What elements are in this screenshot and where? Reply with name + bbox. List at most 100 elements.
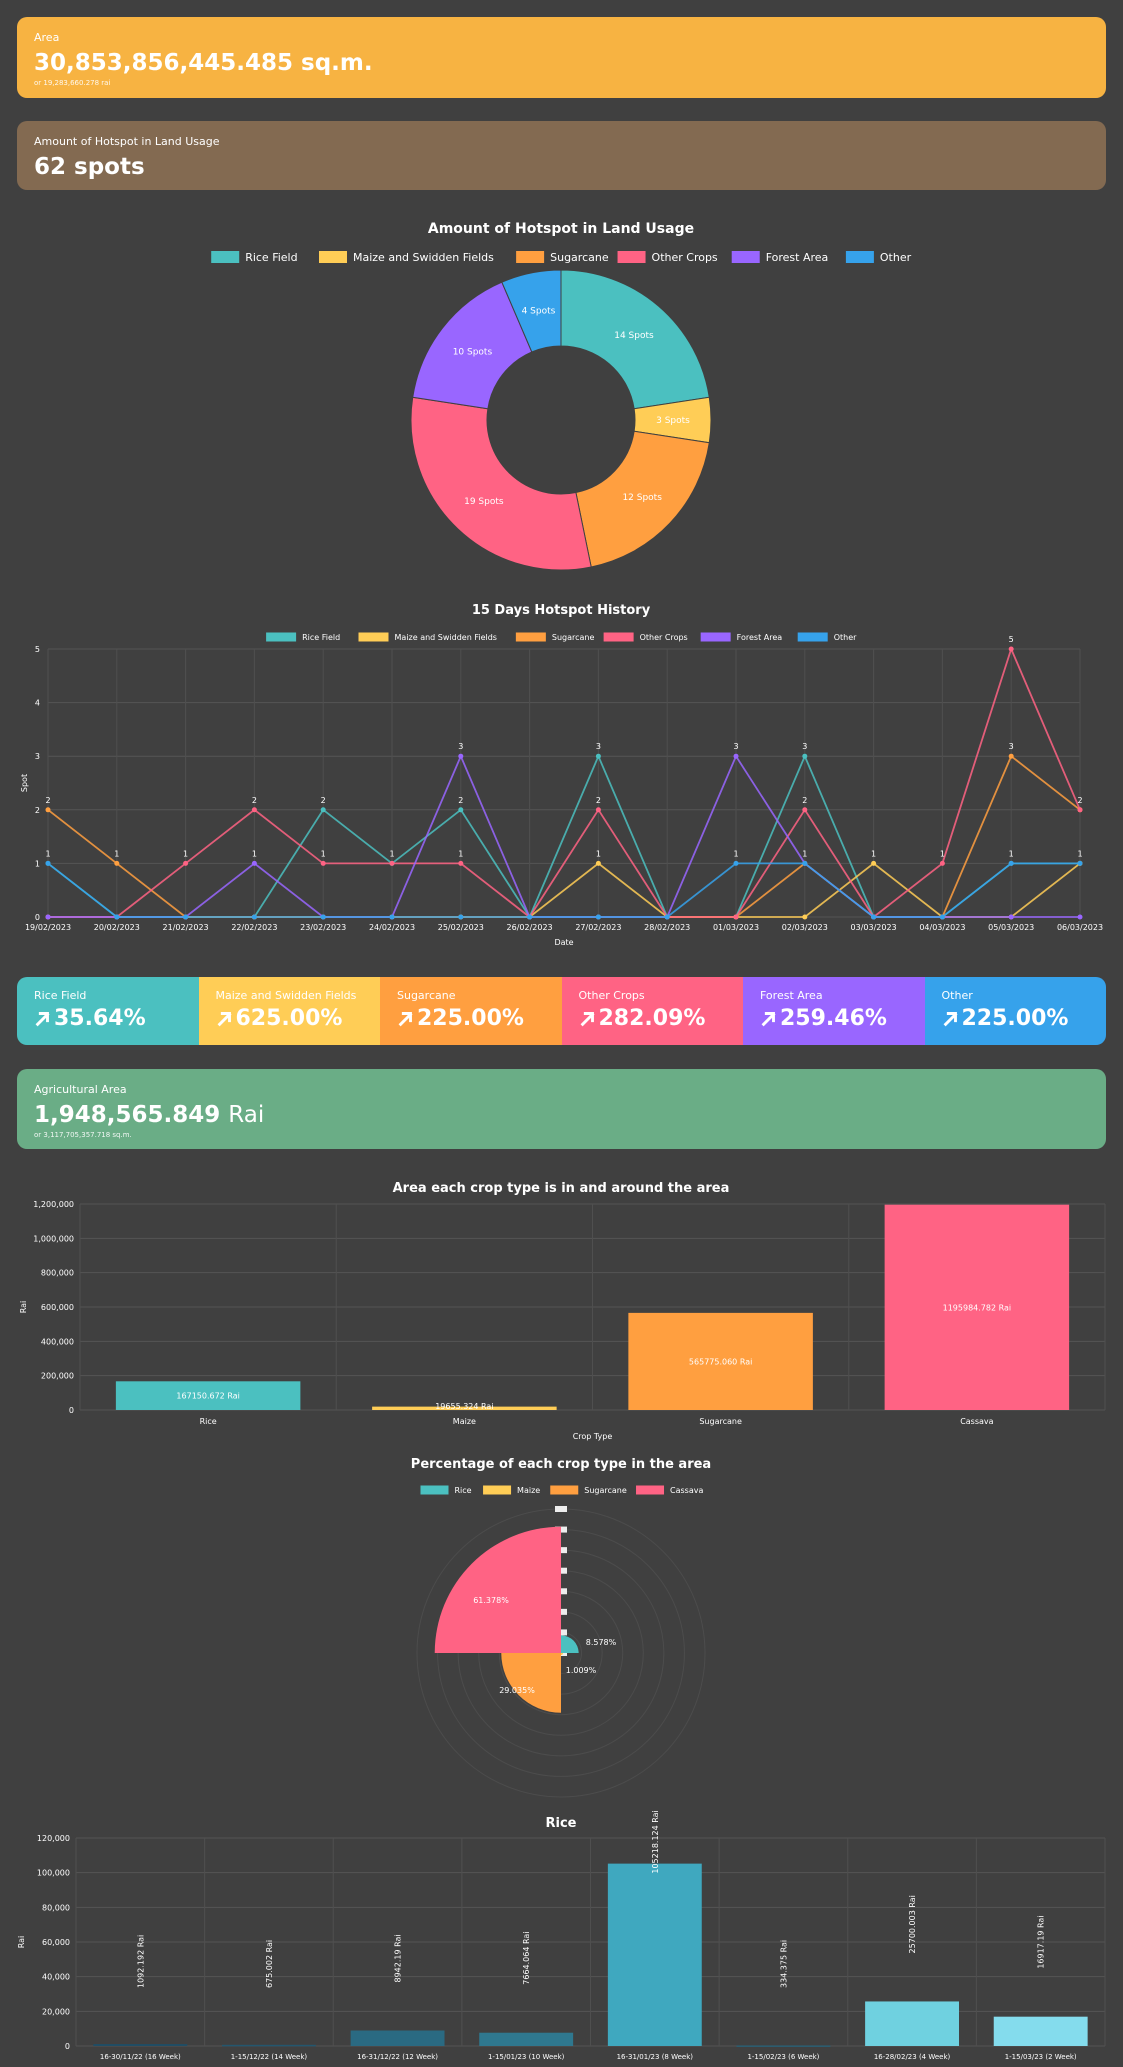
bar-value-label: 1092.192 Rai [136,1935,145,1988]
pct-value-text: 225.00% [961,1006,1069,1031]
pct-cell: Rice Field 35.64% [17,977,199,1045]
data-point [1008,860,1014,866]
series-line [47,862,1080,918]
legend-label: Other [880,251,912,264]
x-tick-label: 16-31/12/22 (12 Week) [357,2053,438,2061]
legend-label: Maize [517,1486,540,1495]
legend-swatch [420,1485,449,1495]
data-point [458,860,464,866]
area-card: Area 30,853,856,445.485 sq.m. or 19,283,… [17,17,1106,98]
slice-label: 10 Spots [453,347,493,357]
x-tick-label: 19/02/2023 [25,923,71,932]
slice-label: 14 Spots [614,331,654,341]
bar [993,2016,1088,2046]
crop-area-bar-chart: Area each crop type is in and around the… [19,1181,1106,1441]
data-point [1077,914,1083,920]
agri-value-line: 1,948,565.849 Rai [34,1102,1089,1128]
agri-sub: or 3,117,705,357.718 sq.m. [34,1131,132,1140]
data-point [458,753,464,759]
pct-value-text: 259.46% [780,1006,887,1031]
polar-slice-label: 8.578% [586,1638,617,1647]
data-point [939,860,945,866]
x-tick-label: 24/02/2023 [369,923,415,932]
point-value-label: 1 [114,849,119,858]
point-value-label: 1 [596,849,601,858]
y-tick-label: 40,000 [42,1973,70,1982]
legend-label: Other Crops [652,251,718,264]
bar-value-label: 7664.064 Rai [522,1931,531,1984]
bar-value-label: 19655.324 Rai [435,1402,493,1411]
point-value-label: 1 [389,849,394,858]
bar [93,2044,188,2046]
agri-label: Agricultural Area [34,1083,127,1096]
legend-label: Forest Area [737,633,783,642]
data-point [664,914,670,920]
x-tick-label: 06/03/2023 [1057,923,1103,932]
bar [865,2001,960,2046]
data-point [802,753,808,759]
pct-cell-value: 225.00% [942,1006,1090,1031]
chart-title: Rice [546,1816,577,1831]
legend-label: Other [834,633,857,642]
data-point [1008,753,1014,759]
x-tick-label: Sugarcane [699,1417,742,1426]
point-value-label: 1 [458,849,463,858]
legend-swatch [617,251,646,263]
data-point [1008,914,1014,920]
hotspot-card: Amount of Hotspot in Land Usage 62 spots [17,121,1106,190]
doughnut-slice [501,269,562,353]
polar-slice [434,1526,561,1653]
x-tick-label: 03/03/2023 [851,923,897,932]
x-tick-label: 28/02/2023 [644,923,690,932]
data-point [595,753,601,759]
series-line [48,646,1081,919]
point-value-label: 2 [1077,796,1082,805]
y-tick-label: 5 [35,645,40,654]
x-tick-label: 22/02/2023 [231,923,277,932]
pct-value-text: 225.00% [417,1006,524,1031]
legend-swatch [483,1485,512,1495]
data-point [458,914,464,920]
data-point [595,807,601,813]
y-axis-label: Rai [17,1936,26,1949]
agri-unit: Rai [228,1102,265,1128]
y-tick-label: 200,000 [41,1372,74,1381]
data-point [45,860,51,866]
x-tick-label: 01/03/2023 [713,923,759,932]
data-point [458,807,464,813]
pct-value-text: 35.64% [54,1006,146,1031]
data-point [389,860,395,866]
slice-label: 19 Spots [464,497,504,507]
point-value-label: 1 [183,849,188,858]
point-value-label: 3 [596,742,601,751]
agricultural-area-card: Agricultural Area 1,948,565.849 Rai or 3… [17,1069,1106,1149]
slice-label: 4 Spots [522,306,556,316]
bar [607,1863,702,2046]
data-point [114,860,120,866]
point-value-label: 3 [458,742,463,751]
point-value-label: 1 [1077,849,1082,858]
bar-value-label: 167150.672 Rai [176,1392,239,1401]
bar [628,1312,813,1410]
legend-label: Rice [455,1486,472,1495]
pct-cell-value: 35.64% [34,1006,182,1031]
polar-tick-marker [555,1506,567,1512]
data-point [183,860,189,866]
data-point [320,860,326,866]
y-tick-label: 2 [35,806,40,815]
point-value-label: 2 [252,796,257,805]
legend-label: Forest Area [766,251,829,264]
point-value-label: 2 [45,796,50,805]
y-axis-label: Rai [19,1301,28,1314]
x-tick-label: 04/03/2023 [919,923,965,932]
legend-label: Maize and Swidden Fields [353,251,494,264]
pct-cell-value: 225.00% [397,1006,545,1031]
pct-cell-value: 282.09% [579,1006,727,1031]
point-value-label: 1 [45,849,50,858]
legend-swatch [515,632,546,642]
legend-label: Cassava [670,1486,703,1495]
legend-swatch [700,632,731,642]
bar-value-label: 8942.19 Rai [394,1934,403,1982]
doughnut-slice [410,396,592,571]
data-point [251,860,257,866]
